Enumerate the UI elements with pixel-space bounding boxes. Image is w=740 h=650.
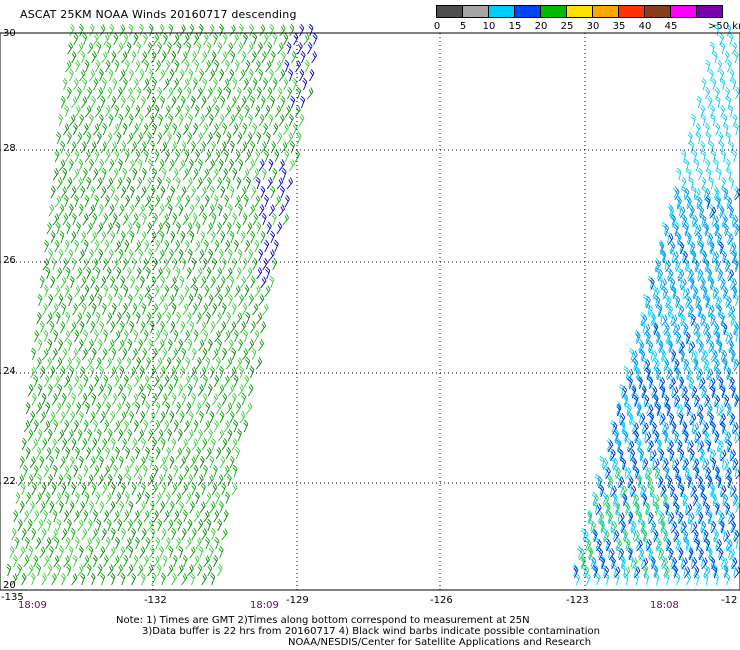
legend-label: 45 (664, 21, 678, 32)
map-title: ASCAT 25KM NOAA Winds 20160717 descendin… (20, 8, 297, 21)
wind-barb-group (9, 23, 310, 586)
wind-barb-group (578, 466, 670, 579)
legend-swatch (696, 5, 723, 18)
note-line-2: 3)Data buffer is 22 hrs from 20160717 4)… (142, 626, 600, 637)
lat-label-24: 24 (3, 366, 16, 377)
pass-time-label: 18:09 (250, 600, 279, 611)
lon-label-129: -129 (286, 595, 309, 606)
lon-label-132: -132 (144, 595, 167, 606)
legend-label: 25 (560, 21, 574, 32)
note-line-1: Note: 1) Times are GMT 2)Times along bot… (116, 615, 530, 626)
legend-label: 30 (586, 21, 600, 32)
legend-label: >50 knots (708, 21, 740, 32)
legend-label: 0 (433, 21, 441, 32)
credit-line: NOAA/NESDIS/Center for Satellite Applica… (288, 637, 592, 648)
wind-barb-group (591, 187, 740, 579)
lon-label-120: -12 (721, 595, 737, 606)
pass-time-label: 18:09 (18, 600, 47, 611)
wind-barb-group (6, 23, 314, 586)
lon-label-126: -126 (430, 595, 453, 606)
east-swath-mid-barbs (573, 187, 740, 579)
wind-barb-group (573, 188, 740, 579)
wind-barb-group (583, 187, 736, 579)
lat-label-22: 22 (3, 476, 16, 487)
map-frame (0, 32, 740, 591)
lat-label-28: 28 (3, 143, 16, 154)
legend-label: 35 (612, 21, 626, 32)
pass-time-label: 18:08 (650, 600, 679, 611)
wind-barb-group (255, 23, 318, 289)
lat-label-30: 30 (3, 28, 16, 39)
wind-barb-group (572, 23, 740, 586)
east-swath-wind-barbs (572, 23, 740, 586)
wind-speed-legend: 0 5 10 15 20 25 30 35 40 45 >50 knots (433, 5, 740, 37)
legend-label: 15 (508, 21, 522, 32)
legend-label: 10 (482, 21, 496, 32)
west-swath-wind-barbs (6, 23, 318, 586)
wind-barb-group (13, 23, 310, 586)
legend-label: 20 (534, 21, 548, 32)
legend-label: 40 (638, 21, 652, 32)
lat-label-20: 20 (3, 580, 16, 591)
lon-label-123: -123 (566, 595, 589, 606)
legend-label: 5 (459, 21, 467, 32)
lat-label-26: 26 (3, 255, 16, 266)
lon-label-135: -135 (1, 592, 24, 603)
